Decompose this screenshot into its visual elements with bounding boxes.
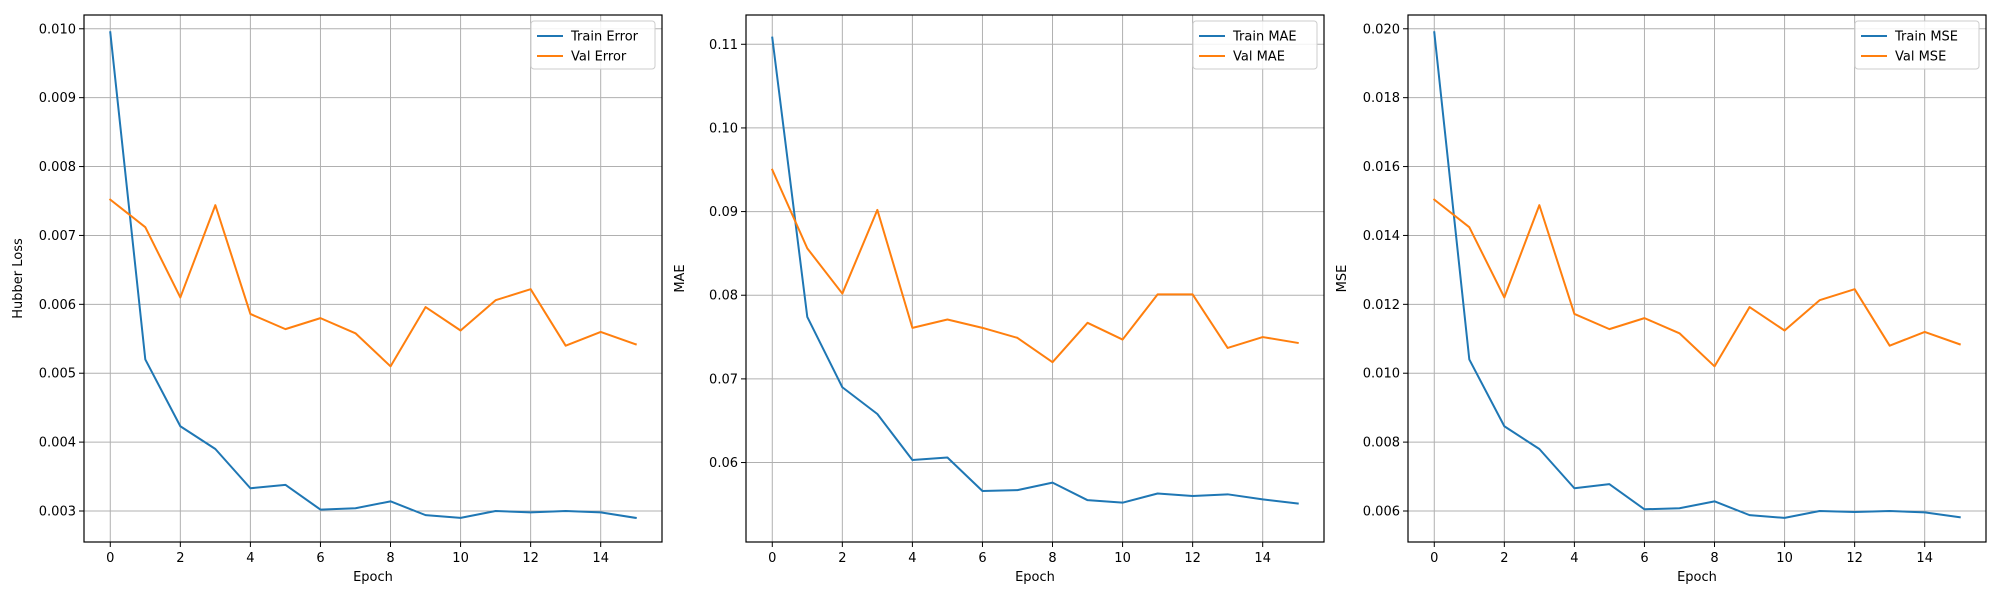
x-tick-label: 2: [1500, 551, 1508, 566]
legend-entry: Val MAE: [1233, 50, 1285, 65]
x-tick-label: 4: [1570, 551, 1578, 566]
y-tick-label: 0.004: [39, 436, 76, 451]
x-tick-label: 10: [452, 551, 469, 566]
legend: Train MAE Val MAE: [1192, 20, 1318, 70]
y-tick-label: 0.009: [39, 91, 76, 106]
y-tick-label: 0.10: [709, 121, 738, 136]
y-axis-label: MAE: [673, 264, 688, 292]
x-tick-label: 12: [1184, 551, 1201, 566]
x-tick-label: 6: [1640, 551, 1648, 566]
y-tick-label: 0.010: [39, 22, 76, 37]
x-tick-label: 6: [316, 551, 324, 566]
series-line-train-mae: [771, 36, 1299, 505]
y-axis-label: MSE: [1335, 265, 1350, 293]
y-tick-label: 0.07: [709, 372, 738, 387]
chart-panel-1: 0 2 4 6 8 10 12 14 0.003 0.004 0.005 0.006 0.007 0.00…: [11, 14, 663, 585]
y-axis-label: Hubber Loss: [11, 238, 26, 319]
x-tick-label: 6: [978, 551, 986, 566]
y-tick-label: 0.012: [1363, 298, 1400, 313]
y-tick-label: 0.08: [709, 289, 738, 304]
y-tick-label: 0.008: [1363, 436, 1400, 451]
y-tick-label: 0.006: [1363, 505, 1400, 520]
y-tick-label: 0.018: [1363, 91, 1400, 106]
series-line-train-error: [109, 31, 637, 520]
y-tick-label: 0.016: [1363, 160, 1400, 175]
y-tick-label: 0.007: [39, 229, 76, 244]
y-tick-label: 0.06: [709, 456, 738, 471]
x-tick-label: 10: [1776, 551, 1793, 566]
legend-entry: Train Error: [570, 30, 639, 45]
x-tick-label: 4: [246, 551, 254, 566]
y-tick-label: 0.020: [1363, 22, 1400, 37]
x-tick-label: 12: [522, 551, 539, 566]
y-tick-label: 0.003: [39, 505, 76, 520]
y-tick-label: 0.008: [39, 160, 76, 175]
chart-panel-3: 0 2 4 6 8 10 12 14 0.006 0.008 0.010 0.012 0.014 0.01…: [1335, 14, 1987, 585]
y-tick-label: 0.006: [39, 298, 76, 313]
y-tick-label: 0.11: [709, 38, 738, 53]
x-axis-label: Epoch: [1015, 570, 1055, 585]
legend-entry: Val Error: [571, 50, 627, 65]
x-tick-label: 8: [386, 551, 394, 566]
x-tick-label: 0: [106, 551, 114, 566]
series-line-val-mse: [1432, 198, 1962, 368]
x-tick-label: 8: [1048, 551, 1056, 566]
y-tick-label: 0.09: [709, 205, 738, 220]
x-tick-label: 0: [1430, 551, 1438, 566]
axes-frame: [83, 14, 663, 543]
x-tick-label: 0: [768, 551, 776, 566]
x-tick-label: 2: [838, 551, 846, 566]
x-axis-label: Epoch: [353, 570, 393, 585]
legend-entry: Train MAE: [1232, 30, 1297, 45]
x-tick-label: 2: [176, 551, 184, 566]
series-line-train-mse: [1433, 31, 1961, 519]
y-tick-label: 0.005: [39, 367, 76, 382]
series-line-val-error: [108, 198, 638, 368]
x-tick-label: 8: [1710, 551, 1718, 566]
x-tick-label: 4: [908, 551, 916, 566]
x-tick-label: 14: [1254, 551, 1271, 566]
x-tick-label: 14: [1916, 551, 1933, 566]
legend-entry: Val MSE: [1895, 50, 1946, 65]
x-axis-label: Epoch: [1677, 570, 1717, 585]
axes-frame: [745, 14, 1325, 543]
axes-frame: [1407, 14, 1987, 543]
x-tick-label: 14: [592, 551, 609, 566]
legend: Train Error Val Error: [530, 20, 656, 70]
x-tick-label: 12: [1846, 551, 1863, 566]
x-tick-label: 10: [1114, 551, 1131, 566]
chart-panel-2: 0 2 4 6 8 10 12 14 0.06 0.07 0.08 0.09 0.10 0.11 Epoch…: [673, 14, 1325, 585]
series-line-val-mae: [770, 168, 1299, 364]
legend-entry: Train MSE: [1894, 30, 1958, 45]
y-tick-label: 0.010: [1363, 367, 1400, 382]
y-tick-label: 0.014: [1363, 229, 1400, 244]
legend: Train MSE Val MSE: [1854, 20, 1980, 70]
